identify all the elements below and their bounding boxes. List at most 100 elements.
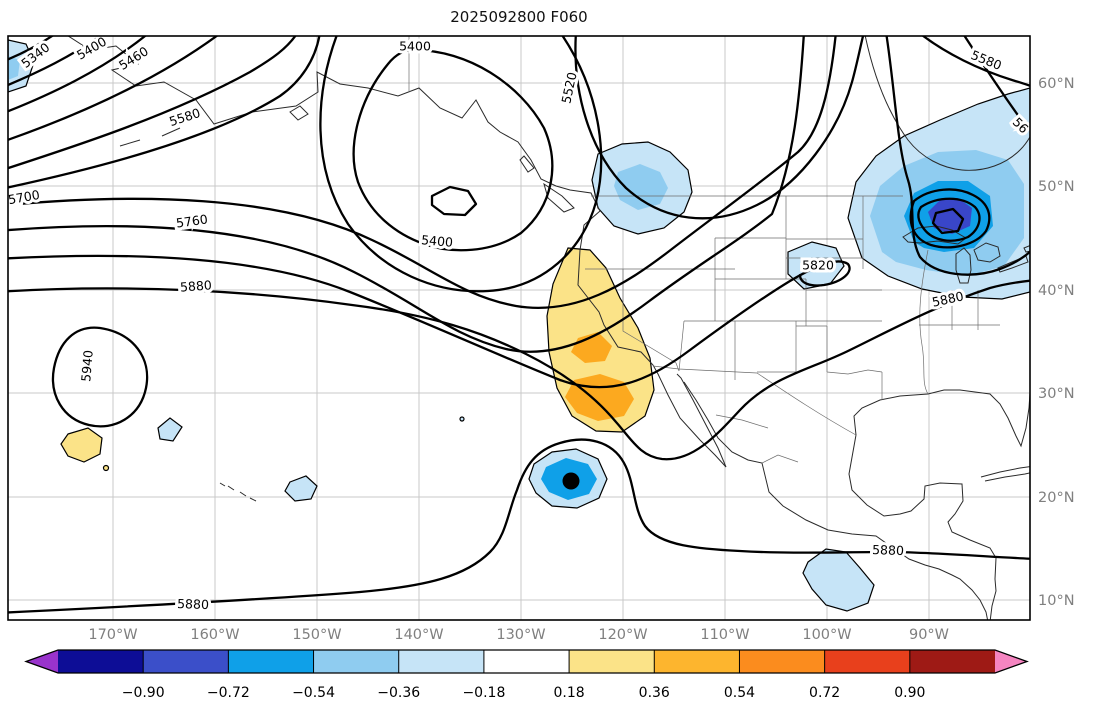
colorbar-cell [654, 650, 740, 673]
anomaly-patch [8, 39, 35, 93]
contour-value-label: 5880 [180, 277, 213, 294]
coastline-mexico-east [848, 434, 997, 620]
contour-5520-nw [8, 36, 219, 142]
anomaly-patch [614, 164, 668, 210]
contour-5940-high [51, 326, 149, 428]
anomaly-patch [157, 417, 183, 442]
contour-lakes-low-ring2 [909, 188, 991, 249]
contour-5640-nw [8, 36, 321, 189]
lake-michigan [955, 247, 972, 284]
lake-ontario [1023, 245, 1030, 253]
mississippi-river [919, 249, 929, 395]
contour-5340 [8, 36, 55, 61]
longitude-axis: 170°W 160°W 150°W 140°W 130°W 120°W 110°W 100°W… [88, 627, 949, 643]
anomaly-patch [284, 475, 318, 502]
lat-tick-label: 40°N [1038, 283, 1075, 299]
colorbar-cell [398, 650, 485, 673]
contour-value-label: 5400 [421, 232, 454, 250]
colorbar-cell [58, 650, 144, 673]
contour-5760 [8, 36, 805, 353]
contour-5640-ne [963, 36, 1030, 131]
haida-gwaii [519, 155, 535, 173]
contour-value-label: 5400 [399, 39, 431, 54]
lon-tick-label: 160°W [190, 627, 239, 643]
anomaly-speck [459, 416, 465, 422]
colorbar-tick-label: −0.54 [292, 685, 335, 701]
colorbar-outline [24, 649, 1029, 674]
lat-tick-label: 60°N [1038, 76, 1075, 92]
latitude-axis: 60°N 50°N 40°N 30°N 20°N 10°N [1038, 76, 1075, 609]
lon-tick-label: 110°W [700, 627, 749, 643]
anomaly-speck [102, 464, 110, 472]
contour-5820-curl [8, 254, 851, 389]
kodiak-island [289, 105, 309, 121]
colorbar-tick-label: 0.54 [724, 685, 755, 701]
colorbar-tick-label: 0.90 [894, 685, 925, 701]
contour-low-inner-ring [430, 185, 478, 217]
contour-lakes-hook [885, 36, 1030, 276]
lon-tick-label: 130°W [496, 627, 545, 643]
colorbar-tick-label: 0.18 [554, 685, 585, 701]
colorbar-cell [228, 650, 315, 673]
colorbar-tick-label: −0.18 [462, 685, 505, 701]
anomaly-patch [802, 548, 875, 612]
contour-5400-ring [352, 48, 554, 252]
contour-value-label: 5700 [7, 187, 41, 207]
coastline-cuba [980, 466, 1030, 482]
contour-value-label: 5760 [175, 211, 209, 230]
hawaii-islands [219, 482, 257, 502]
lon-tick-label: 150°W [292, 627, 341, 643]
colorbar-tick-label: −0.36 [377, 685, 420, 701]
lon-tick-label: 170°W [88, 627, 137, 643]
anomaly-patch [787, 241, 845, 290]
aleutian-islands [119, 127, 181, 147]
anomaly-shading [8, 39, 1030, 612]
colorbar-tick-label: −0.90 [122, 685, 165, 701]
us-mexico-border [652, 365, 857, 436]
lon-tick-label: 100°W [802, 627, 851, 643]
contour-value-label: 5880 [177, 596, 209, 612]
anomaly-patch [571, 332, 612, 363]
colorbar-tick-label: 0.72 [809, 685, 840, 701]
state-borders [408, 36, 1000, 464]
gridlines [8, 36, 1030, 620]
contour-value-label: 5400 [74, 34, 109, 63]
colorbar-cell [739, 650, 826, 673]
lake-erie [997, 255, 1029, 273]
mexico-state-lines [715, 414, 799, 464]
lat-tick-label: 20°N [1038, 490, 1075, 506]
lat-tick-label: 10°N [1038, 593, 1075, 609]
contour-value-label: 5520 [558, 71, 579, 105]
colorbar-extend-right [995, 650, 1027, 673]
lake-huron [973, 242, 1001, 263]
height-contours [8, 36, 1030, 614]
contour-value-label: 5820 [802, 258, 834, 273]
contour-value-label: 5880 [872, 542, 904, 558]
anomaly-patch [60, 427, 103, 463]
contour-5880-south [8, 438, 1030, 614]
coastline-mexico-west [683, 381, 989, 620]
anomaly-patch [8, 56, 20, 80]
colorbar-cell [909, 650, 996, 673]
contour-5400-nw [8, 36, 103, 87]
lat-tick-label: 50°N [1038, 179, 1075, 195]
contour-lakes-low-ring2b [917, 197, 981, 242]
black-dot-marker [562, 472, 580, 490]
figure-title: 2025092800 F060 [450, 8, 587, 26]
coastline-west [67, 36, 727, 468]
colorbar-cell [569, 650, 655, 673]
hudson-bay-shore [864, 36, 1030, 171]
contour-5880-north [8, 279, 1030, 461]
lat-tick-label: 30°N [1038, 386, 1075, 402]
colorbar-tick-label: −0.72 [207, 685, 250, 701]
colorbar-cell [824, 650, 911, 673]
contour-lakes-low-inner [931, 207, 965, 235]
colorbar-tick-label: 0.36 [639, 685, 670, 701]
contour-value-label: 5460 [116, 43, 151, 73]
map-frame [7, 35, 1031, 621]
lon-tick-label: 90°W [909, 627, 949, 643]
coastline-gulf [853, 389, 1030, 448]
state-lines [408, 36, 1000, 400]
